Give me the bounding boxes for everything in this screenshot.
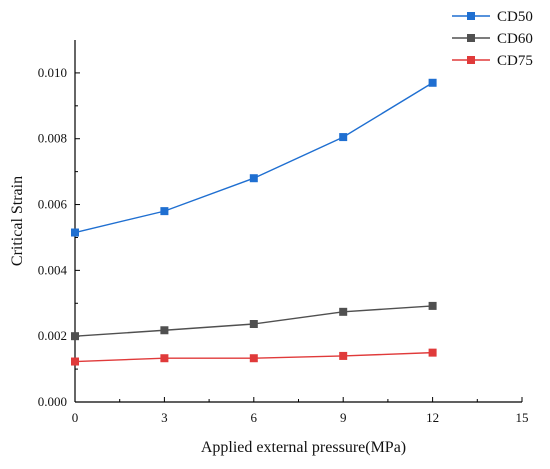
data-point-cd60: [160, 326, 169, 335]
x-tick-label: 9: [340, 410, 347, 425]
data-point-cd60: [339, 307, 348, 316]
data-point-cd50: [160, 207, 169, 216]
y-tick-label: 0.000: [38, 394, 67, 409]
data-point-cd75: [428, 348, 437, 357]
data-point-cd75: [71, 357, 79, 366]
legend-marker-cd60: [467, 34, 475, 42]
series-cd75: [71, 348, 437, 366]
x-tick-label: 12: [426, 410, 439, 425]
data-point-cd60: [249, 320, 258, 329]
data-point-cd75: [249, 354, 258, 363]
x-tick-label: 0: [72, 410, 79, 425]
legend-item-cd75: CD75: [452, 53, 533, 69]
series-cd50: [71, 78, 437, 237]
data-point-cd60: [428, 301, 437, 310]
series-cd60: [71, 301, 437, 341]
y-ticks: 0.000 0.002 0.004 0.006 0.008 0.010: [38, 65, 80, 409]
x-tick-label: 15: [516, 410, 529, 425]
y-tick-label: 0.008: [38, 131, 67, 146]
legend-label-cd60: CD60: [497, 31, 533, 47]
x-tick-label: 6: [251, 410, 258, 425]
legend-label-cd50: CD50: [497, 9, 533, 25]
data-point-cd50: [71, 228, 79, 237]
data-point-cd75: [160, 354, 169, 363]
data-point-cd50: [339, 133, 348, 142]
y-tick-label: 0.006: [38, 197, 68, 212]
y-tick-label: 0.002: [38, 328, 67, 343]
legend-label-cd75: CD75: [497, 53, 533, 69]
data-point-cd50: [428, 78, 437, 87]
legend-item-cd60: CD60: [452, 31, 533, 47]
data-point-cd75: [339, 351, 348, 360]
legend-marker-cd50: [467, 12, 475, 20]
legend: CD50 CD60 CD75: [452, 9, 533, 69]
data-point-cd60: [71, 332, 79, 341]
series-group: [71, 78, 437, 366]
y-axis-title: Critical Strain: [9, 176, 26, 266]
legend-marker-cd75: [467, 56, 475, 64]
x-tick-label: 3: [161, 410, 168, 425]
series-line-cd50: [74, 82, 433, 234]
x-ticks: 0 3 6 9 12 15: [72, 397, 529, 425]
data-point-cd50: [249, 174, 258, 183]
legend-item-cd50: CD50: [452, 9, 533, 25]
axes: [74, 40, 522, 403]
y-tick-label: 0.004: [38, 262, 68, 277]
x-axis-title: Applied external pressure(MPa): [201, 439, 406, 456]
y-tick-label: 0.010: [38, 65, 67, 80]
